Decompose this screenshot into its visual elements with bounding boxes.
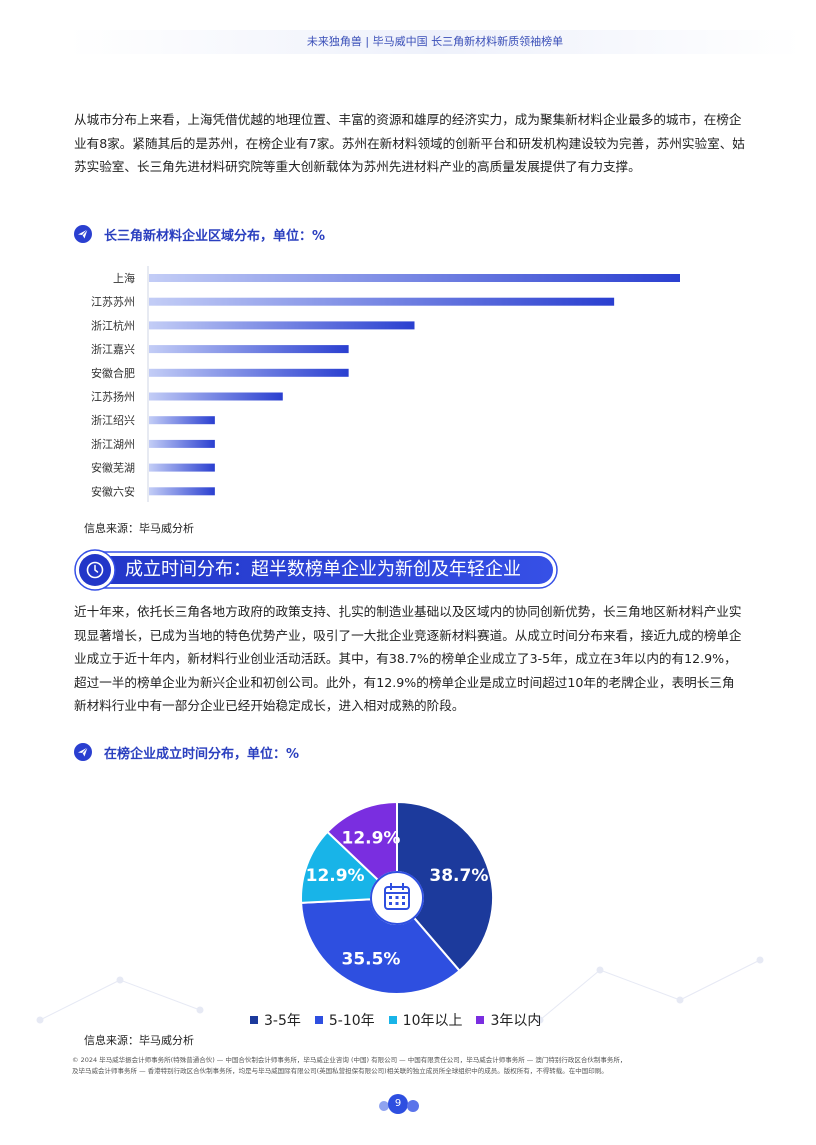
bar-category-label: 安徽六安 xyxy=(91,484,135,498)
footer-line-1: © 2024 毕马威华振会计师事务所(特殊普通合伙) — 中国合伙制会计师事务所… xyxy=(72,1056,627,1064)
legend-swatch xyxy=(476,1016,485,1024)
bar-category-label: 浙江杭州 xyxy=(91,318,135,332)
bar-category-label: 上海 xyxy=(113,271,135,285)
bar-浙江杭州 xyxy=(149,321,415,330)
donut-value-label: 38.7% xyxy=(429,866,488,886)
legend-label: 5-10年 xyxy=(328,1013,375,1029)
header-title: 未来独角兽 | 毕马威中国 长三角新材料新质领袖榜单 xyxy=(306,35,564,48)
bar-安徽六安 xyxy=(149,487,215,496)
legend-item: 10年以上 xyxy=(388,1010,463,1030)
donut-value-label: 12.9% xyxy=(341,828,400,848)
bar-安徽芜湖 xyxy=(149,463,215,472)
bar-category-label: 安徽芜湖 xyxy=(91,461,135,475)
legend-item: 3年以内 xyxy=(476,1010,541,1030)
page-header: 未来独角兽 | 毕马威中国 长三角新材料新质领袖榜单 xyxy=(68,30,802,54)
legend-label: 3年以内 xyxy=(490,1013,542,1029)
paper-plane-icon xyxy=(74,225,92,243)
bar-浙江绍兴 xyxy=(149,416,215,425)
copyright-footer: © 2024 毕马威华振会计师事务所(特殊普通合伙) — 中国合伙制会计师事务所… xyxy=(72,1055,748,1077)
legend-swatch xyxy=(250,1016,258,1024)
bar-安徽合肥 xyxy=(149,368,349,377)
chart2-title: 在榜企业成立时间分布，单位：% xyxy=(104,746,300,762)
bar-category-label: 浙江湖州 xyxy=(91,438,135,451)
legend-label: 3-5年 xyxy=(264,1013,301,1029)
bar-浙江嘉兴 xyxy=(149,345,349,354)
page-number: 9 xyxy=(394,1098,402,1109)
section-paragraph: 近十年来，依托长三角各地方政府的政策支持、扎实的制造业基础以及区域内的协同创新优… xyxy=(74,604,742,713)
footer-line-2: 及毕马威会计师事务所 — 香港特别行政区合伙制事务所，均是与毕马威国际有限公司(… xyxy=(72,1067,608,1075)
bar-上海 xyxy=(149,274,680,282)
bar-category-label: 浙江嘉兴 xyxy=(91,342,135,356)
calendar-icon xyxy=(384,883,410,910)
founding-donut-chart: 38.7% 35.5% 12.9% 12.9% xyxy=(300,800,494,995)
donut-value-label: 35.5% xyxy=(341,950,400,970)
chart1-source: 信息来源：毕马威分析 xyxy=(84,522,194,535)
paper-plane-icon xyxy=(74,743,92,761)
chart2-source: 信息来源：毕马威分析 xyxy=(84,1034,194,1047)
bar-category-label: 浙江绍兴 xyxy=(91,413,135,427)
bar-category-label: 安徽合肥 xyxy=(91,366,135,380)
chart1-heading: 长三角新材料企业区域分布，单位：% xyxy=(74,224,325,244)
legend-swatch xyxy=(314,1016,323,1024)
legend-item: 5-10年 xyxy=(314,1010,375,1030)
legend-swatch xyxy=(388,1016,397,1024)
intro-paragraph: 从城市分布上来看，上海凭借优越的地理位置、丰富的资源和雄厚的经济实力，成为聚集新… xyxy=(74,112,745,174)
legend-label: 10年以上 xyxy=(402,1013,463,1029)
bar-江苏扬州 xyxy=(149,392,283,401)
bar-浙江湖州 xyxy=(149,439,215,448)
section-banner xyxy=(74,549,558,591)
chart1-title: 长三角新材料企业区域分布，单位：% xyxy=(104,228,326,244)
donut-legend: 3-5年 5-10年 10年以上 3年以内 xyxy=(250,1010,541,1030)
bar-江苏苏州 xyxy=(149,297,615,306)
chart2-heading: 在榜企业成立时间分布，单位：% xyxy=(74,742,299,762)
bar-category-label: 江苏扬州 xyxy=(91,390,135,404)
section-banner-title: 成立时间分布：超半数榜单企业为新创及年轻企业 xyxy=(125,559,521,580)
donut-value-label: 12.9% xyxy=(306,866,365,886)
bar-category-label: 江苏苏州 xyxy=(91,296,135,309)
clock-icon xyxy=(86,561,104,579)
legend-item: 3-5年 xyxy=(250,1010,301,1030)
page-number-decoration xyxy=(379,1094,419,1114)
network-decoration xyxy=(36,956,764,1024)
